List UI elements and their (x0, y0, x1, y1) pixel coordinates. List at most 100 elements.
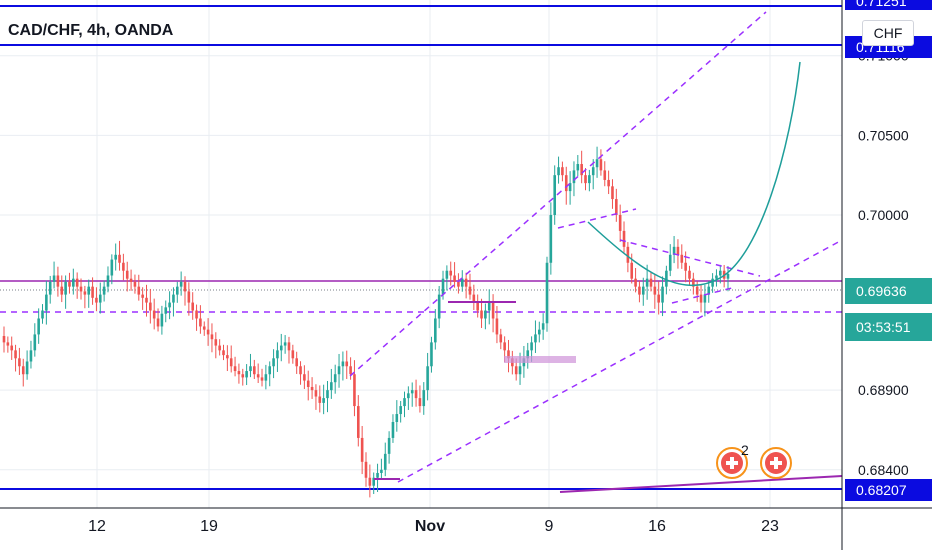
candle-body (45, 294, 48, 311)
cup-curve-projection[interactable] (587, 61, 801, 287)
candle-body (368, 477, 372, 486)
candle-body (634, 278, 637, 287)
y-tick-label[interactable]: 0.68400 (858, 462, 909, 478)
y-tick-label[interactable]: 0.68900 (858, 382, 909, 398)
candle-body (487, 302, 491, 311)
candle-body (295, 358, 298, 367)
candle-body (468, 286, 472, 295)
candle-body (14, 350, 17, 359)
time-axis[interactable]: 12 19 Nov 9 16 23 (88, 518, 779, 535)
candle-body (591, 167, 595, 176)
candle-body (383, 453, 387, 470)
candle-body (237, 371, 241, 375)
candle-body (214, 339, 218, 346)
candle-body (287, 342, 291, 351)
candle-body (75, 278, 79, 287)
trendline-drawings[interactable] (349, 11, 843, 493)
lower-level-tag-box (845, 479, 932, 501)
candle-body (98, 294, 102, 303)
candle-body (653, 286, 657, 295)
candle-body (210, 334, 214, 340)
candle-body (337, 366, 341, 375)
candle-body (276, 350, 279, 359)
y-tick-label[interactable]: 0.70500 (858, 127, 909, 143)
candle-body (537, 329, 541, 335)
candle-body (245, 371, 248, 378)
candle-body (649, 278, 653, 287)
x-tick-label[interactable]: 12 (88, 518, 106, 535)
candle-body (156, 318, 160, 327)
event-marker-ring[interactable] (760, 447, 792, 479)
trend-channel-line[interactable] (349, 11, 767, 377)
candle-body (580, 164, 583, 176)
candle-body (364, 461, 368, 478)
x-tick-label[interactable]: 16 (648, 518, 666, 535)
candle-body (241, 374, 245, 378)
candle-body (680, 254, 684, 263)
candle-body (349, 366, 352, 375)
y-tick-label[interactable]: 0.70000 (858, 207, 909, 223)
candle-body (199, 318, 202, 327)
candle-body (29, 350, 33, 362)
candle-body (395, 414, 399, 423)
candle-body (568, 183, 572, 192)
candle-body (183, 281, 187, 292)
candle-body (87, 286, 91, 295)
top-level-tag-label: 0.71251 (856, 0, 907, 9)
event-marker-ring[interactable] (716, 447, 748, 479)
candle-body (218, 345, 221, 351)
event-count-badge: 2 (741, 442, 749, 458)
candle-body (68, 281, 71, 287)
x-tick-label[interactable]: 23 (761, 518, 779, 535)
candle-body (460, 278, 464, 287)
candle-body (41, 310, 44, 319)
candle-body (60, 286, 64, 295)
candle-body (430, 342, 433, 367)
chart-title: CAD/CHF, 4h, OANDA (8, 22, 174, 39)
candle-body (118, 254, 121, 263)
x-tick-label[interactable]: 19 (200, 518, 218, 535)
x-tick-label[interactable]: 9 (545, 518, 554, 535)
trend-channel-line[interactable] (557, 208, 637, 229)
currency-badge[interactable]: CHF (862, 20, 914, 46)
candle-body (588, 175, 591, 184)
candle-body (376, 472, 379, 478)
candle-body (175, 286, 179, 295)
candle-body (437, 294, 441, 319)
candle-body (641, 286, 645, 295)
candle-body (33, 334, 37, 351)
candle-body (333, 374, 337, 383)
candle-body (326, 390, 329, 399)
candle-body (64, 281, 67, 295)
candle-body (226, 355, 229, 359)
candle-body (695, 286, 699, 295)
trend-channel-line[interactable] (397, 239, 843, 483)
candle-body (122, 262, 125, 271)
horizontal-levels[interactable] (0, 5, 842, 490)
candle-body (137, 286, 141, 295)
candle-body (249, 366, 252, 372)
candle-body (21, 366, 25, 375)
candle-body (322, 398, 325, 403)
trend-channel-line[interactable] (619, 239, 761, 277)
candle-body (260, 377, 264, 381)
x-tick-label[interactable]: Nov (415, 518, 445, 535)
candle-body (449, 270, 453, 276)
candle-body (187, 291, 191, 303)
event-markers[interactable]: 2 (716, 442, 792, 479)
candle-body (102, 286, 106, 295)
countdown-tag-label: 03:53:51 (856, 319, 911, 335)
candle-body (256, 374, 260, 378)
candle-body (106, 275, 110, 287)
candle-body (561, 167, 564, 176)
candle-body (83, 291, 87, 295)
candle-body (318, 396, 322, 403)
candle-body (195, 310, 198, 319)
candle-body (503, 342, 506, 351)
candle-body (2, 336, 6, 343)
highlight-zone[interactable] (504, 356, 576, 363)
candle-body (56, 275, 60, 287)
lower-trendline[interactable] (559, 475, 843, 493)
